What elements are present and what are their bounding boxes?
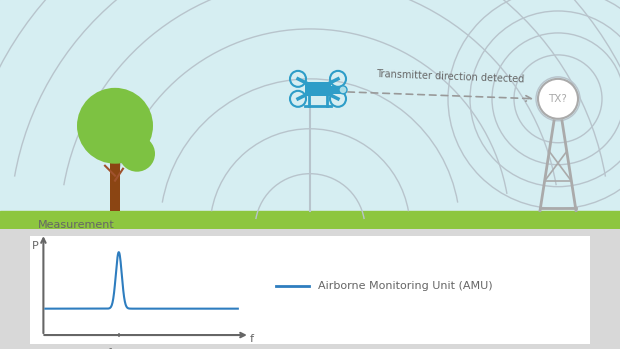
Circle shape xyxy=(77,88,153,164)
Text: P: P xyxy=(32,240,39,251)
Bar xyxy=(331,86,341,94)
Text: Transmitter direction detected: Transmitter direction detected xyxy=(376,69,525,84)
Text: f$_{\mathsf{(TX?)}}$: f$_{\mathsf{(TX?)}}$ xyxy=(107,346,131,349)
Circle shape xyxy=(339,86,347,94)
Text: TX?: TX? xyxy=(549,94,567,104)
Text: Airborne Monitoring Unit (AMU): Airborne Monitoring Unit (AMU) xyxy=(318,281,493,291)
Circle shape xyxy=(538,79,578,119)
Bar xyxy=(110,156,120,211)
Text: Measurement: Measurement xyxy=(37,220,114,230)
Circle shape xyxy=(119,136,155,172)
Bar xyxy=(0,211,620,229)
Text: f: f xyxy=(250,334,254,344)
Bar xyxy=(305,82,331,96)
